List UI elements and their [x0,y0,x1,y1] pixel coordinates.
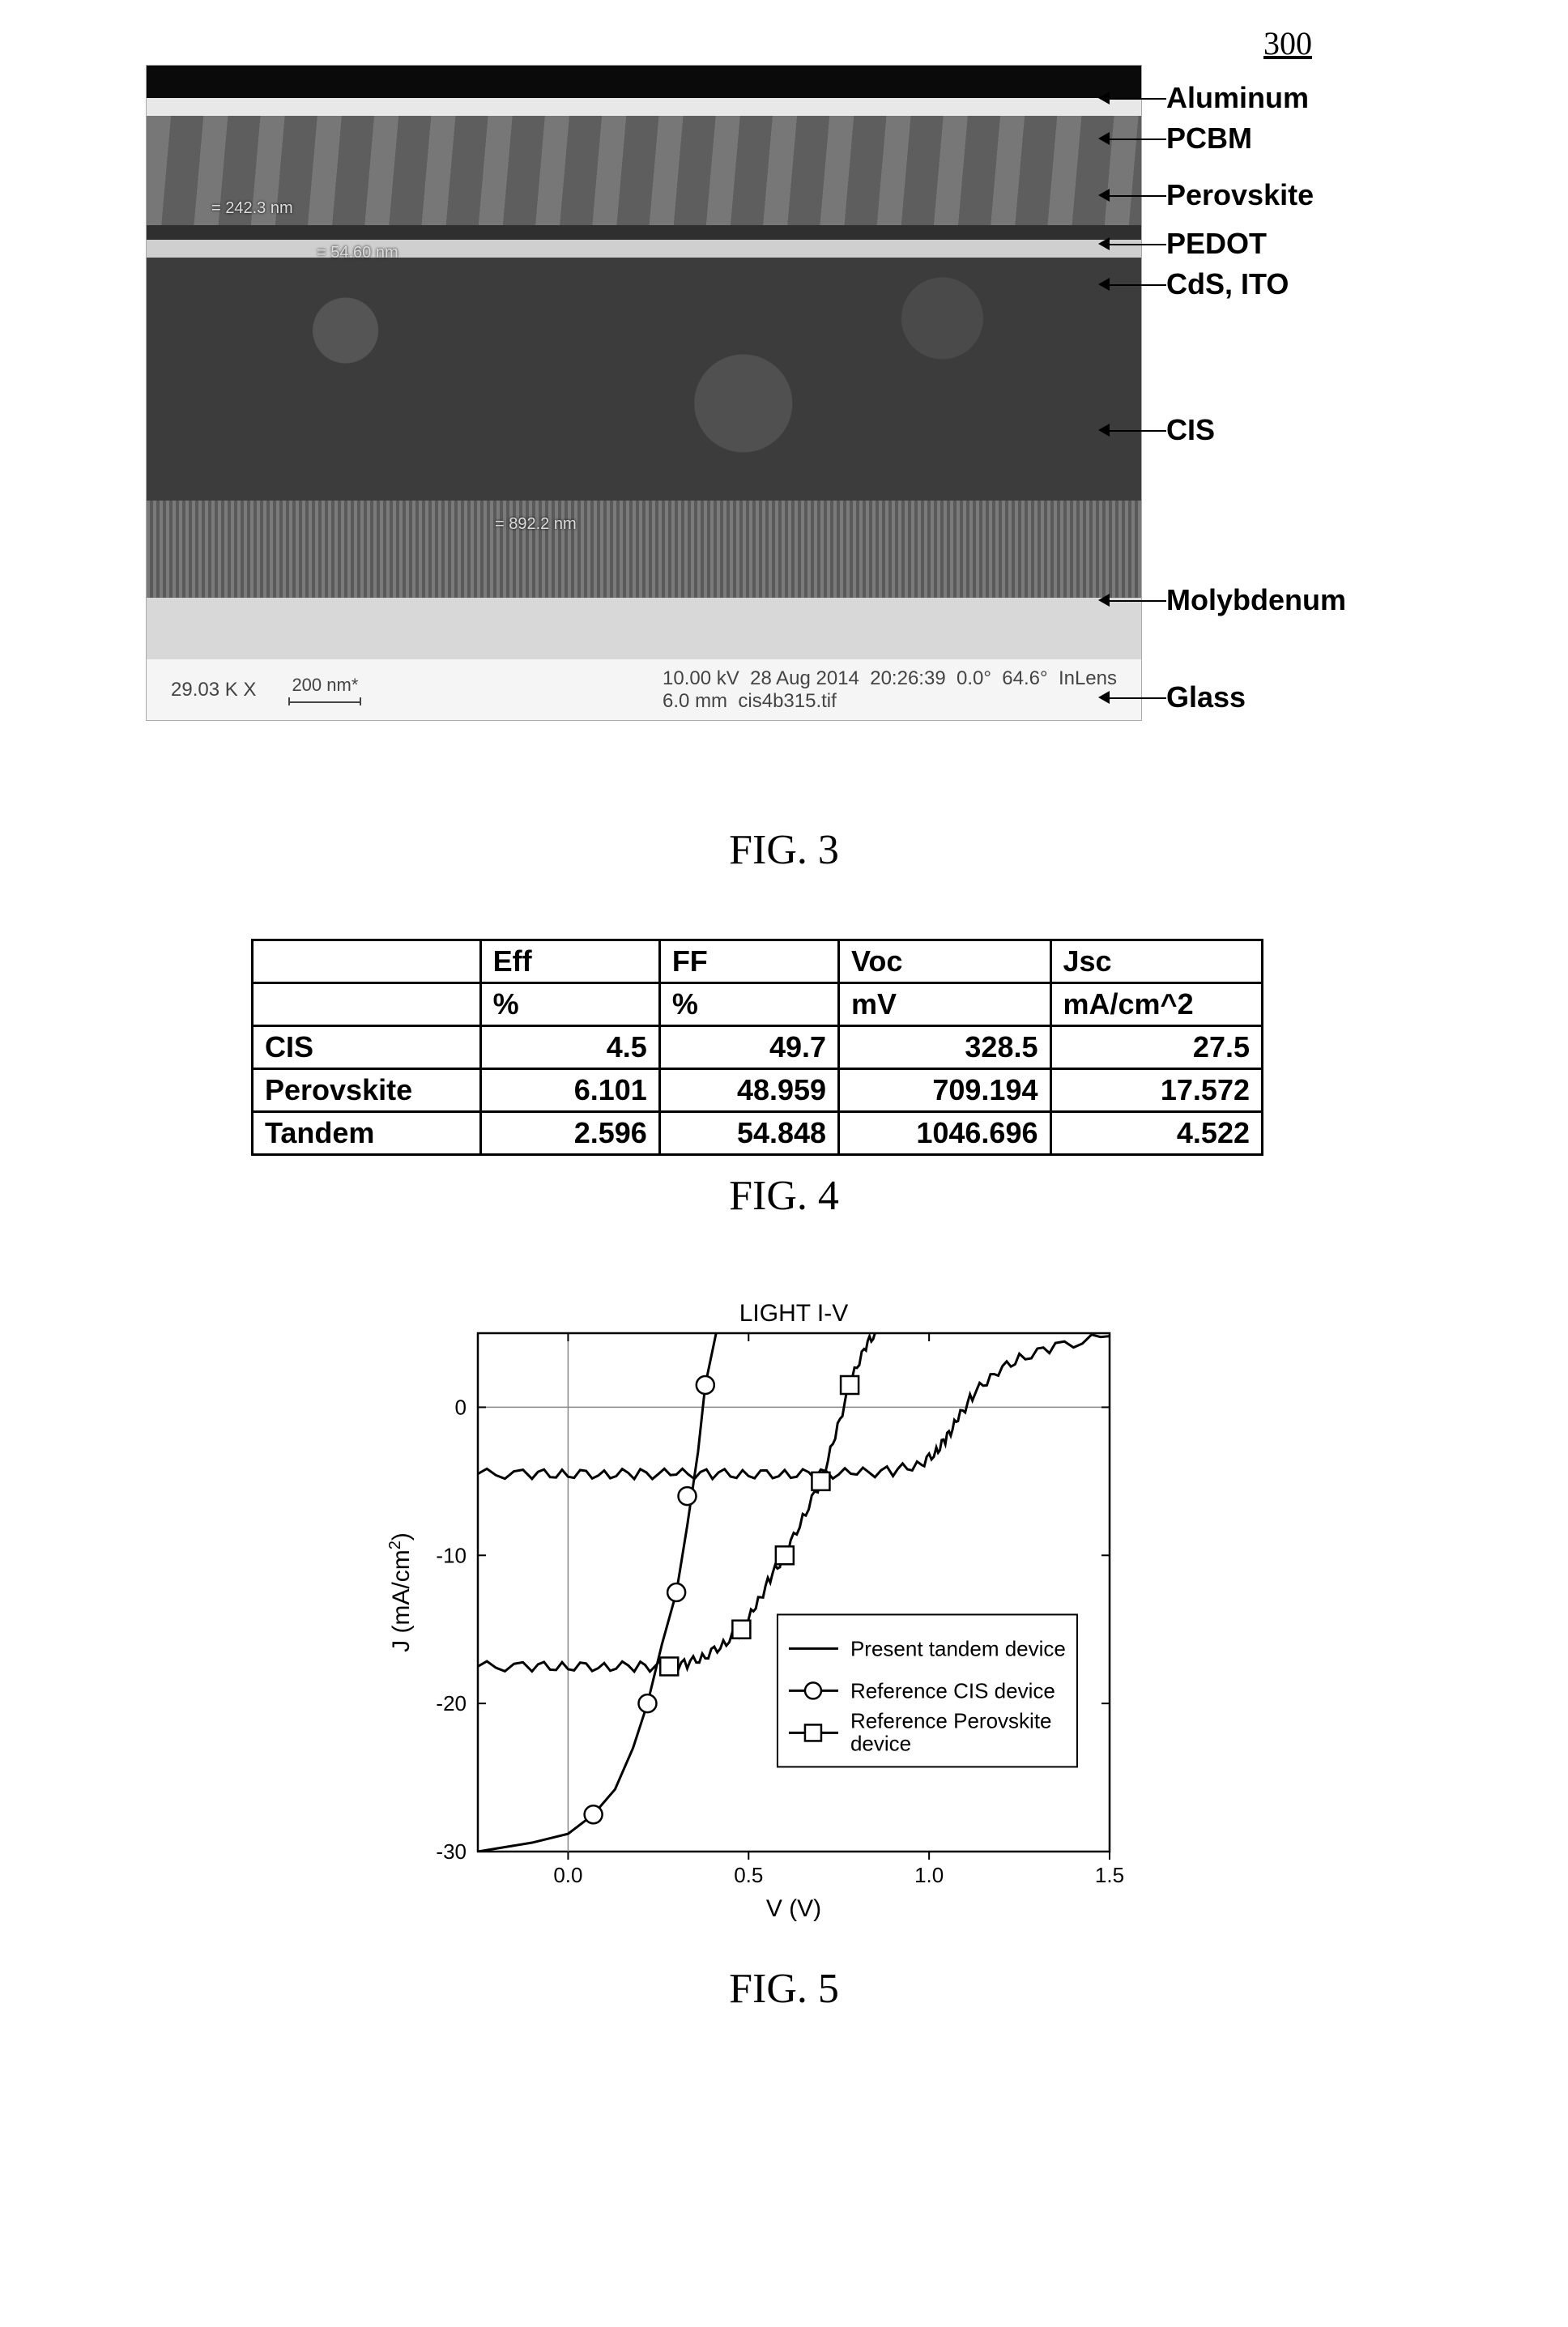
table-cell: 1046.696 [839,1112,1050,1155]
table-cell: 4.5 [480,1026,659,1069]
table-row-label: Tandem [253,1112,481,1155]
table-cell: 49.7 [659,1026,838,1069]
table-unit: % [659,983,838,1026]
figure-4: EffFFVocJsc%%mVmA/cm^2CIS4.549.7328.527.… [146,939,1422,1220]
table-unit: mV [839,983,1050,1026]
svg-text:0.5: 0.5 [734,1863,763,1887]
sem-layer-pedot [147,225,1141,240]
table-header: FF [659,940,838,983]
performance-table: EffFFVocJsc%%mVmA/cm^2CIS4.549.7328.527.… [251,939,1263,1156]
layer-label-molybdenum: Molybdenum [1166,583,1346,617]
layer-label-aluminum: Aluminum [1166,81,1309,115]
table-unit: mA/cm^2 [1050,983,1263,1026]
iv-chart: LIGHT I-V 0.0 0.5 1.0 1.5 -30 -20 -10 0 V (V) J (m… [373,1285,1182,1949]
svg-text:0.0: 0.0 [553,1863,582,1887]
svg-text:LIGHT I-V: LIGHT I-V [739,1300,848,1327]
table-cell: 48.959 [659,1069,838,1112]
svg-text:1.0: 1.0 [914,1863,944,1887]
figure-3-caption: FIG. 3 [146,826,1422,874]
svg-text:J (mA/cm2): J (mA/cm2) [386,1532,415,1652]
sem-image: = 242.3 nm= 54.60 nm= 892.2 nm29.03 K X2… [146,65,1142,721]
table-cell: 2.596 [480,1112,659,1155]
sem-cross-section: 300 = 242.3 nm= 54.60 nm= 892.2 nm29.03 … [146,32,1409,810]
table-cell: 709.194 [839,1069,1050,1112]
table-unit: % [480,983,659,1026]
table-cell: 6.101 [480,1069,659,1112]
svg-text:-30: -30 [436,1839,467,1864]
layer-label-cis: CIS [1166,413,1215,447]
sem-layer-glass [147,598,1141,661]
svg-text:-20: -20 [436,1691,467,1715]
table-row-label: Perovskite [253,1069,481,1112]
sem-measurement: = 54.60 nm [317,244,398,262]
table-header: Eff [480,940,659,983]
sem-layer-molybdenum [147,501,1141,598]
table-header [253,940,481,983]
sem-layer-pcbm [147,98,1141,116]
layer-label-pcbm: PCBM [1166,121,1252,156]
sem-layer-cds-ito [147,240,1141,258]
layer-label-pedot: PEDOT [1166,227,1267,261]
table-cell: 17.572 [1050,1069,1263,1112]
sem-scale: 200 nm* [288,675,361,705]
table-header: Voc [839,940,1050,983]
sem-measurement: = 242.3 nm [211,199,293,218]
layer-label-glass: Glass [1166,680,1246,714]
svg-text:Present tandem device: Present tandem device [850,1636,1066,1660]
table-header: Jsc [1050,940,1263,983]
figure-3: 300 = 242.3 nm= 54.60 nm= 892.2 nm29.03 … [146,32,1422,874]
svg-text:1.5: 1.5 [1095,1863,1124,1887]
table-cell: 328.5 [839,1026,1050,1069]
table-row-label: CIS [253,1026,481,1069]
svg-text:Reference Perovskite: Reference Perovskite [850,1708,1052,1732]
sem-meta: 10.00 kV 28 Aug 2014 20:26:39 0.0° 64.6°… [663,667,1117,713]
figure-4-caption: FIG. 4 [146,1172,1422,1220]
svg-text:V (V): V (V) [766,1895,821,1922]
layer-label-cds-ito: CdS, ITO [1166,267,1289,301]
table-cell: 27.5 [1050,1026,1263,1069]
table-unit [253,983,481,1026]
sem-layer-aluminum [147,66,1141,98]
sem-measurement: = 892.2 nm [495,515,577,534]
figure-5-caption: FIG. 5 [146,1965,1422,2013]
figure-5: LIGHT I-V 0.0 0.5 1.0 1.5 -30 -20 -10 0 V (V) J (m… [146,1285,1422,2013]
sem-info-bar: 29.03 K X 200 nm* 10.00 kV 28 Aug 2014 20:… [147,659,1141,720]
svg-text:device: device [850,1731,911,1755]
table-cell: 4.522 [1050,1112,1263,1155]
svg-text:0: 0 [455,1395,467,1419]
svg-text:Reference CIS device: Reference CIS device [850,1678,1055,1703]
sem-layer-cis [147,258,1141,501]
figure-number: 300 [1263,24,1312,62]
sem-layer-perovskite [147,116,1141,225]
svg-text:-10: -10 [436,1543,467,1567]
layer-label-perovskite: Perovskite [1166,178,1314,212]
sem-mag: 29.03 K X [171,679,256,701]
table-cell: 54.848 [659,1112,838,1155]
